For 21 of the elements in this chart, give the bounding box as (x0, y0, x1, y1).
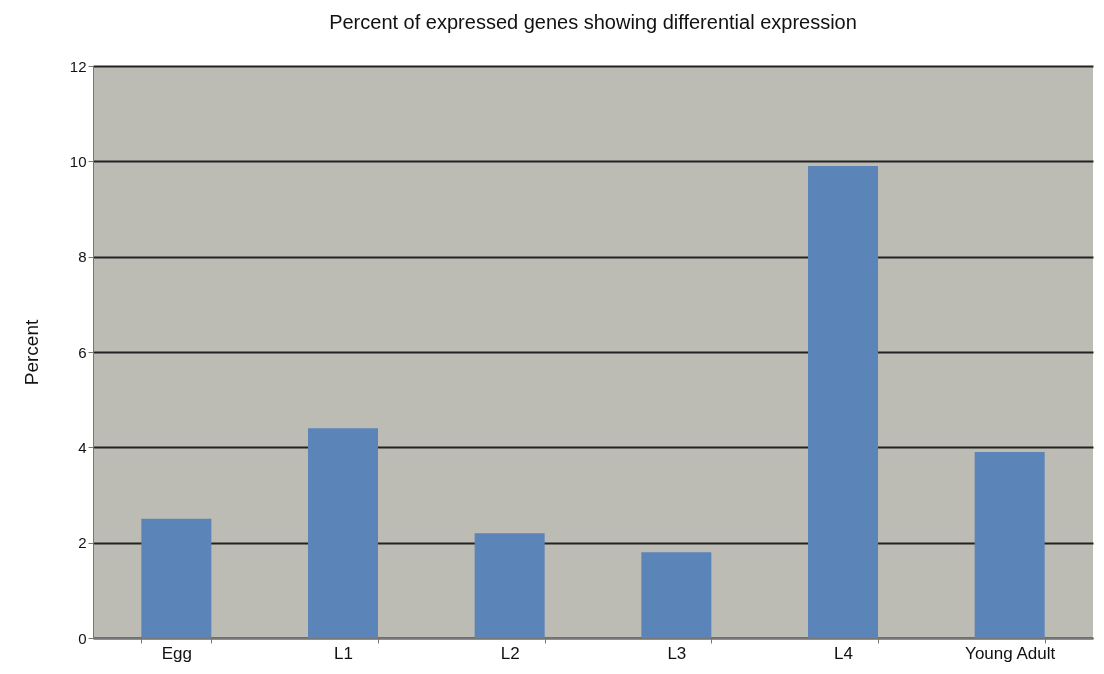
y-tick-label: 2 (78, 534, 87, 552)
x-tick-label: L3 (667, 643, 687, 663)
y-tick-label: 0 (78, 629, 87, 647)
x-tick-label: L1 (334, 643, 353, 663)
bar (308, 428, 378, 638)
y-tick-label: 10 (69, 152, 87, 170)
bar (141, 518, 212, 638)
y-tick-label: 4 (78, 438, 87, 456)
y-tick-label: 8 (78, 248, 87, 266)
bar (474, 533, 545, 638)
x-tick-label: L2 (500, 643, 520, 663)
x-tick-label: Egg (161, 643, 192, 663)
bar (808, 166, 878, 638)
bar (641, 552, 712, 638)
y-tick-label: 6 (78, 343, 87, 361)
y-tick-label: 12 (69, 57, 87, 75)
y-axis-title: Percent (20, 319, 42, 386)
chart-title: Percent of expressed genes showing differential expression (329, 11, 857, 33)
x-tick-label: L4 (834, 643, 853, 663)
bar (974, 452, 1045, 638)
x-tick-label: Young Adult (965, 643, 1056, 663)
